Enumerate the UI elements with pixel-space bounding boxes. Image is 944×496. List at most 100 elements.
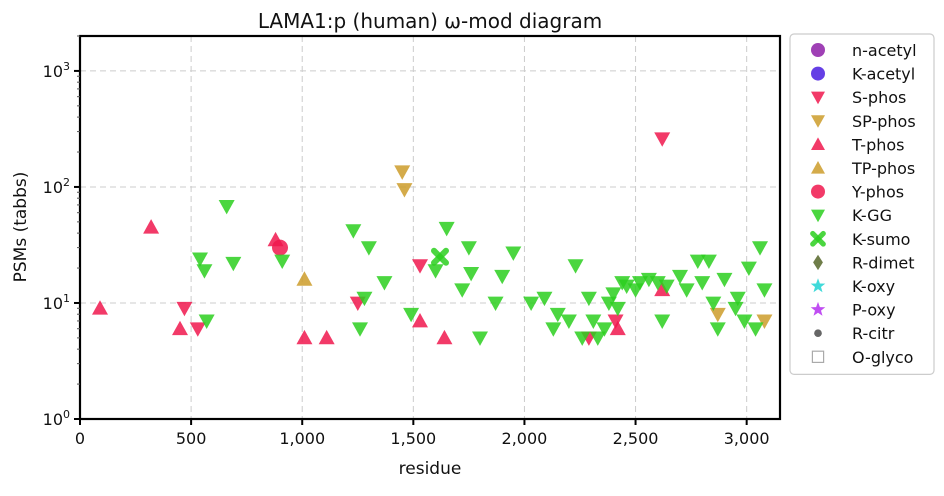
data-point — [472, 331, 488, 346]
data-point — [618, 279, 635, 295]
data-point — [580, 291, 597, 307]
legend-label: Y-phos — [851, 183, 904, 202]
data-point — [536, 291, 553, 307]
y-tick-label: 100 — [43, 408, 70, 429]
legend-item: R-dimet — [813, 253, 915, 272]
legend-item: O-glyco — [811, 348, 913, 367]
data-point — [274, 254, 291, 270]
legend-label: TP-phos — [851, 159, 915, 178]
x-tick-label: 1,500 — [390, 429, 436, 448]
plot-frame — [78, 34, 782, 421]
y-tick-label: 101 — [43, 292, 70, 313]
data-point — [172, 320, 188, 336]
data-point — [560, 314, 577, 329]
data-point — [345, 224, 362, 239]
y-tick-label: 102 — [43, 176, 70, 197]
legend-item: K-acetyl — [811, 65, 915, 84]
x-axis-label: residue — [399, 459, 462, 479]
data-point — [494, 269, 511, 285]
marker-stroke — [431, 247, 449, 266]
data-point — [567, 259, 584, 274]
data-point — [756, 283, 773, 298]
legend-item: n-acetyl — [811, 41, 917, 60]
legend-marker — [810, 301, 826, 316]
data-point — [438, 221, 455, 237]
axis-layer: 0 500 1,000 1,500 2,000 2,500 3,000 100 101 102 10… — [43, 34, 782, 448]
legend-label: n-acetyl — [852, 41, 917, 60]
data-point — [143, 219, 160, 234]
data-point — [747, 322, 764, 337]
legend-label: R-citr — [852, 324, 895, 343]
data-point — [729, 291, 746, 307]
data-point — [394, 165, 411, 180]
data-point — [225, 256, 242, 272]
data-point — [609, 320, 626, 336]
data-point — [296, 271, 313, 286]
y-axis-label: PSMs (tabbs) — [11, 172, 31, 283]
legend-marker — [811, 91, 825, 105]
legend-item: P-oxy — [810, 301, 896, 320]
legend-marker — [811, 66, 825, 81]
legend-marker — [811, 184, 825, 199]
data-point — [431, 247, 449, 266]
data-point — [700, 254, 717, 270]
data-point — [549, 307, 566, 323]
data-point — [574, 331, 591, 346]
data-point — [412, 259, 428, 274]
data-point — [403, 307, 420, 323]
legend-item: K-sumo — [810, 230, 910, 249]
data-point — [196, 264, 213, 279]
data-point — [218, 199, 235, 215]
legend-label: R-dimet — [852, 253, 915, 272]
data-point — [318, 329, 335, 345]
data-point — [460, 241, 477, 256]
data-point — [752, 241, 768, 256]
data-point — [632, 276, 648, 291]
data-point — [505, 246, 522, 261]
x-tick-label: 3,000 — [724, 429, 770, 448]
x-tick-label: 0 — [75, 429, 85, 448]
data-point — [272, 239, 288, 256]
data-point — [376, 276, 393, 291]
grid-layer — [80, 36, 780, 419]
data-point — [192, 252, 208, 267]
data-point — [360, 241, 377, 256]
legend-item: SP-phos — [811, 112, 916, 131]
legend-box — [789, 33, 935, 375]
data-point — [523, 296, 540, 311]
data-point — [609, 301, 626, 317]
data-point — [709, 322, 726, 337]
x-tick-label: 2,000 — [502, 429, 548, 448]
chart-title: LAMA1:p (human) ω-mod diagram — [258, 9, 602, 33]
legend-label: SP-phos — [852, 112, 916, 131]
data-point — [436, 329, 453, 345]
legend-marker — [811, 137, 825, 150]
data-point — [716, 272, 733, 288]
data-point — [709, 307, 726, 323]
x-tick-label: 1,000 — [279, 429, 325, 448]
data-point — [545, 322, 562, 337]
legend-label: K-sumo — [852, 230, 910, 249]
data-point — [92, 300, 108, 315]
data-point — [605, 287, 622, 302]
legend-marker — [814, 329, 822, 338]
legend-label: P-oxy — [852, 301, 896, 320]
legend: n-acetyl K-acetyl S-phos SP-phos T-phos TP-ph… — [789, 33, 935, 375]
series-k-gg — [192, 199, 773, 346]
data-point — [756, 314, 773, 329]
marker-stroke — [810, 230, 826, 247]
legend-marker — [810, 230, 826, 247]
legend-item: R-citr — [814, 324, 895, 343]
data-point — [736, 314, 753, 329]
legend-marker — [811, 43, 825, 57]
data-point — [463, 266, 480, 282]
legend-item: T-phos — [811, 135, 905, 154]
data-point — [705, 296, 722, 311]
legend-marker — [813, 254, 823, 271]
legend-marker — [810, 278, 826, 293]
data-point — [189, 322, 206, 337]
legend-item: S-phos — [811, 88, 906, 107]
data-point — [658, 279, 675, 295]
data-point — [672, 269, 688, 285]
